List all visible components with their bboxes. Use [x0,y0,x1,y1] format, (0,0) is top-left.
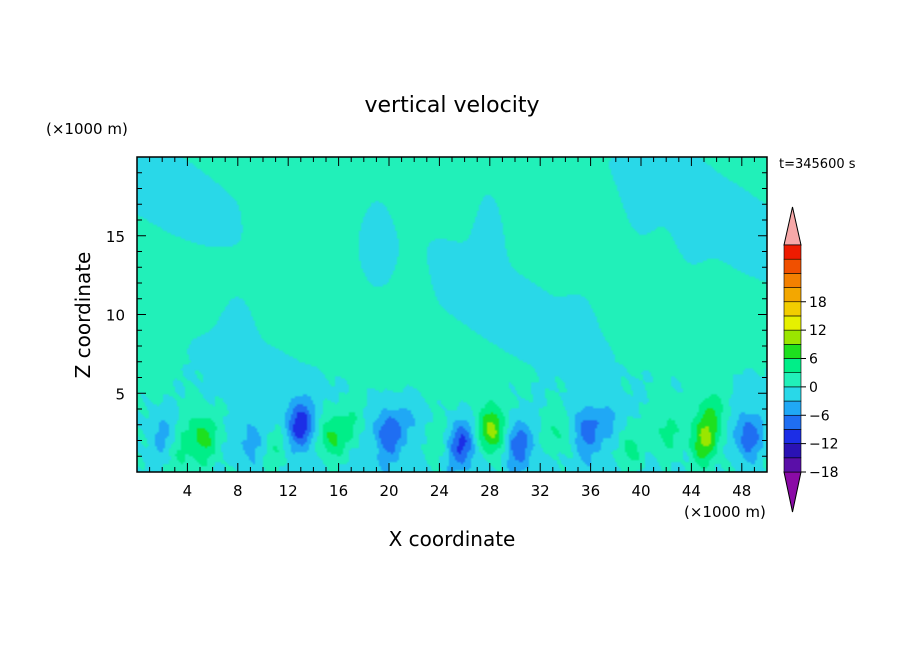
x-tick-label: 44 [682,482,701,500]
x-unit-label: (×1000 m) [684,503,766,521]
colorbar-tick-label: −6 [809,408,830,424]
chart-title: vertical velocity [364,93,539,118]
colorbar-box [783,258,802,274]
colorbar-triangle-bottom [783,471,802,513]
x-tick-label: 8 [233,482,243,500]
colorbar-tick-label: 6 [809,352,818,368]
colorbar-box [783,287,802,303]
x-tick-label: 12 [279,482,298,500]
colorbar-box [783,414,802,430]
colorbar-box [783,301,802,317]
colorbar-tick-label: 0 [809,380,818,396]
y-tick-label: 10 [106,307,125,325]
x-tick-label: 20 [379,482,398,500]
colorbar-box [783,244,802,260]
colorbar-box [783,273,802,288]
colorbar-tick-label: 12 [809,323,827,339]
colorbar-tick-label: −18 [809,465,839,481]
y-unit-label: (×1000 m) [46,120,128,138]
y-tick-label: 15 [106,228,125,246]
colorbar-box [783,457,802,473]
x-tick-label: 24 [430,482,449,500]
colorbar-box [783,315,802,331]
colorbar-box [783,443,802,459]
x-axis-ticks [149,157,755,472]
x-tick-label: 40 [631,482,650,500]
colorbar-box [783,358,802,373]
x-tick-label: 4 [183,482,193,500]
time-label: t=345600 s [779,157,856,172]
colorbar-box [783,329,802,345]
y-tick-label: 5 [115,385,125,403]
colorbar-box [783,429,802,444]
colorbar-tick-label: 18 [809,295,827,311]
x-tick-label: 32 [531,482,550,500]
colorbar-box [783,386,802,402]
y-axis-tick-labels: 5 10 15 [106,228,125,404]
colorbar-tick-label: −12 [809,437,839,453]
x-axis-tick-labels: 4 8 12 16 20 24 28 32 36 40 44 48 [183,482,752,500]
y-axis-ticks [137,172,767,457]
x-tick-label: 16 [329,482,348,500]
x-tick-label: 28 [480,482,499,500]
heatmap-image [137,157,767,472]
colorbar [783,206,806,513]
x-tick-label: 48 [732,482,751,500]
x-tick-label: 36 [581,482,600,500]
colorbar-box [783,344,802,359]
contour-field [137,157,767,472]
colorbar-box [783,372,802,388]
x-axis-label: X coordinate [389,527,516,551]
colorbar-tick-labels: 18 12 6 0 −6 −12 −18 [809,295,839,481]
colorbar-box [783,400,802,416]
y-axis-label: Z coordinate [71,252,95,379]
colorbar-triangle-top [783,206,802,246]
